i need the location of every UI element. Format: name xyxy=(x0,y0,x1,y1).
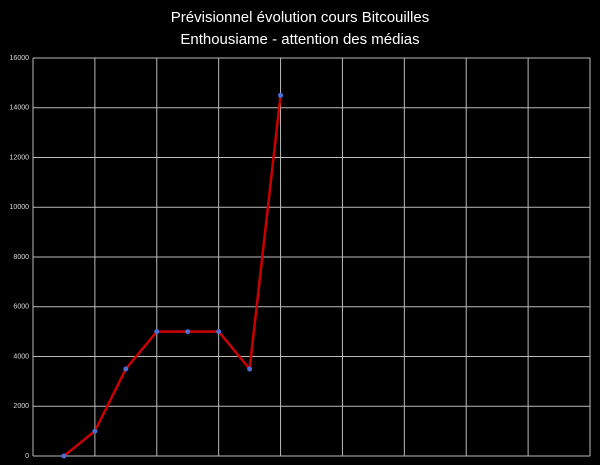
y-tick-label: 14000 xyxy=(10,105,30,112)
y-tick-label: 16000 xyxy=(10,55,30,62)
series-line xyxy=(63,95,282,457)
point xyxy=(154,329,160,335)
point xyxy=(278,92,284,98)
point xyxy=(216,329,222,335)
y-tick-label: 0 xyxy=(25,453,29,460)
y-tick-label: 10000 xyxy=(10,204,30,211)
point xyxy=(185,329,191,335)
chart-subtitle: Enthousiame - attention des médias xyxy=(180,31,419,48)
chart-title: Prévisionnel évolution cours Bitcouilles xyxy=(171,9,429,26)
y-tick-label: 2000 xyxy=(13,403,29,410)
point xyxy=(61,453,67,459)
y-tick-label: 6000 xyxy=(13,304,29,311)
point xyxy=(247,366,253,372)
point xyxy=(123,366,129,372)
y-tick-label: 4000 xyxy=(13,353,29,360)
point xyxy=(92,428,98,434)
y-tick-label: 12000 xyxy=(10,154,30,161)
y-tick-label: 8000 xyxy=(13,254,29,261)
